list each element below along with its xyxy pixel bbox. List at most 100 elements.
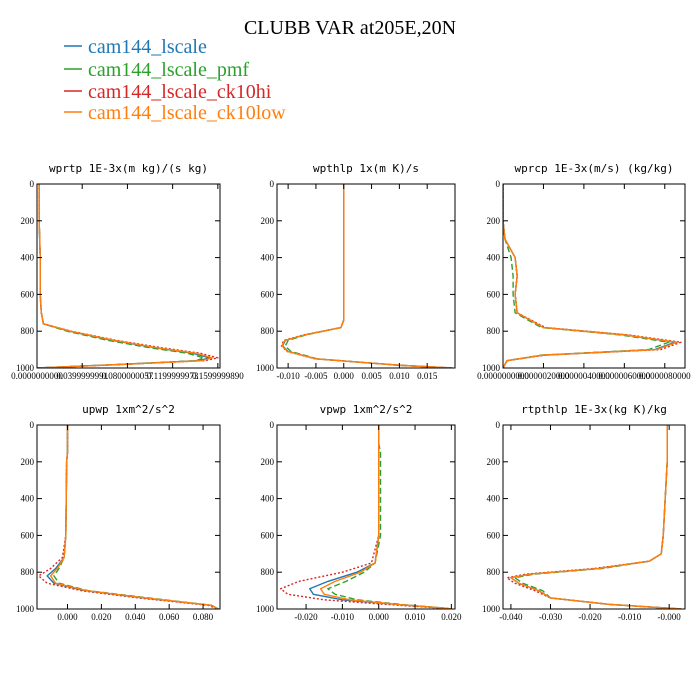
series-group [279, 425, 452, 609]
panel: wprtp 1E-3x(m kg)/(s kg) 0 200 400 600 800 100… [11, 162, 244, 381]
y-tick-label: 200 [487, 216, 501, 226]
x-tick-label: -0.020 [578, 612, 602, 622]
y-tick-label: 0 [30, 420, 35, 430]
x-tick-label: -0.010 [277, 371, 301, 381]
y-tick-label: 1000 [482, 363, 501, 373]
series-line [510, 425, 682, 609]
panel: rtpthlp 1E-3x(kg K)/kg02004006008001000-… [482, 403, 686, 622]
y-tick-label: 600 [261, 530, 275, 540]
x-tick-label: 0.010 [389, 371, 410, 381]
series-line [506, 425, 682, 609]
x-tick-label: 0.0000040000 [558, 371, 610, 381]
legend-label: cam144_lscale_ck10low [88, 102, 286, 124]
panel-title: upwp 1xm^2/s^2 [82, 403, 175, 416]
panel-title: wprtp 1E-3x(m kg)/(s kg) [49, 162, 208, 175]
legend-entry: cam144_lscale_pmf [64, 59, 249, 81]
y-tick-label: 600 [487, 289, 501, 299]
series-line [503, 184, 678, 368]
x-tick-label: -0.040 [499, 612, 523, 622]
y-tick-label: 0 [496, 420, 501, 430]
y-tick-label: 200 [487, 457, 501, 467]
y-tick-label: 200 [21, 216, 35, 226]
x-tick-label: 0.000 [369, 612, 390, 622]
y-tick-label: 600 [21, 289, 35, 299]
series-line [510, 425, 682, 609]
y-tick-label: 800 [21, 326, 35, 336]
series-group [37, 184, 219, 368]
y-tick-label: 1000 [16, 604, 35, 614]
series-group [37, 425, 219, 609]
y-tick-label: 800 [21, 567, 35, 577]
y-tick-label: 600 [487, 530, 501, 540]
y-tick-label: 1000 [256, 604, 275, 614]
x-tick-label: 0.010 [405, 612, 426, 622]
series-line [37, 184, 205, 368]
y-tick-label: 800 [261, 326, 275, 336]
x-tick-label: 0.0800000057 [102, 371, 154, 381]
panel: upwp 1xm^2/s^2 0 200 400 600 800 1000 0.000 0.02… [16, 403, 221, 622]
legend-entry: cam144_lscale [64, 36, 207, 58]
y-tick-label: 400 [487, 253, 501, 263]
x-tick-label: -0.010 [331, 612, 355, 622]
x-tick-label: -0.020 [294, 612, 318, 622]
panel-frame [276, 183, 456, 369]
series-line [37, 184, 214, 368]
legend-entry: cam144_lscale_ck10low [64, 102, 286, 124]
series-line [37, 184, 219, 368]
x-tick-label: 0.1599999890 [192, 371, 244, 381]
x-tick-label: 0.0000000000 [11, 371, 63, 381]
legend-label: cam144_lscale_pmf [88, 59, 249, 81]
legend-label: cam144_lscale [88, 36, 207, 58]
y-tick-label: 0 [496, 179, 501, 189]
panel-title: rtpthlp 1E-3x(kg K)/kg [521, 403, 667, 416]
series-line [514, 425, 682, 609]
series-line [46, 425, 219, 609]
y-tick-label: 0 [30, 179, 35, 189]
panel-title: vpwp 1xm^2/s^2 [320, 403, 413, 416]
series-line [37, 184, 210, 368]
panel-frame [36, 183, 221, 369]
y-tick-label: 0 [270, 179, 275, 189]
x-tick-label: 0.020 [91, 612, 112, 622]
series-line [503, 184, 670, 368]
x-tick-label: 0.040 [125, 612, 146, 622]
panel-frame [276, 424, 456, 610]
legend: cam144_lscale cam144_lscale_pmf cam144_l… [64, 36, 286, 124]
panel-frame [502, 424, 686, 610]
y-tick-label: 1000 [16, 363, 35, 373]
panel-title: wprcp 1E-3x(m/s) (kg/kg) [515, 162, 674, 175]
series-line [279, 425, 452, 609]
series-line [37, 425, 219, 609]
series-line [281, 184, 453, 368]
y-tick-label: 800 [487, 326, 501, 336]
panel-title: wpthlp 1x(m K)/s [313, 162, 419, 175]
y-tick-label: 400 [21, 494, 35, 504]
x-tick-label: 0.000 [57, 612, 78, 622]
x-tick-label: -0.010 [618, 612, 642, 622]
x-tick-label: 0.0000020000 [518, 371, 570, 381]
series-group [280, 184, 453, 368]
y-tick-label: 400 [261, 253, 275, 263]
y-tick-label: 600 [21, 530, 35, 540]
legend-entry: cam144_lscale_ck10hi [64, 81, 272, 103]
x-tick-label: 0.0000000000 [477, 371, 529, 381]
y-tick-label: 400 [261, 494, 275, 504]
series-line [53, 425, 219, 609]
legend-label: cam144_lscale_ck10hi [88, 81, 272, 103]
x-tick-label: -0.030 [539, 612, 563, 622]
x-tick-label: 0.020 [441, 612, 462, 622]
x-tick-label: 0.0399999991 [56, 371, 108, 381]
panel-frame [502, 183, 686, 369]
x-tick-label: 0.0000060000 [598, 371, 650, 381]
y-tick-label: 800 [261, 567, 275, 577]
y-tick-label: 800 [487, 567, 501, 577]
x-tick-label: 0.080 [193, 612, 214, 622]
x-tick-label: -0.000 [658, 612, 682, 622]
figure-title: CLUBB VAR at205E,20N [244, 17, 456, 39]
series-group [503, 184, 682, 368]
series-group [506, 425, 682, 609]
x-tick-label: 0.005 [361, 371, 382, 381]
y-tick-label: 200 [261, 457, 275, 467]
y-tick-label: 1000 [256, 363, 275, 373]
